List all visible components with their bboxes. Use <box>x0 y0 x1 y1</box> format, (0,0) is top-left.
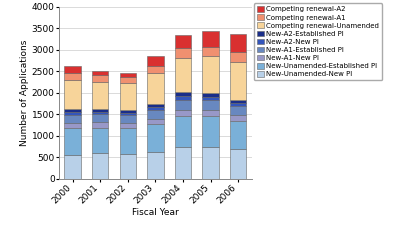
Bar <box>92 112 108 114</box>
Bar <box>147 107 164 110</box>
Bar <box>230 106 247 115</box>
Bar <box>64 80 81 109</box>
Y-axis label: Number of Applications: Number of Applications <box>20 40 29 146</box>
Bar <box>202 93 219 97</box>
Bar <box>64 155 81 179</box>
Bar <box>120 110 136 113</box>
Bar <box>175 100 191 110</box>
Bar <box>202 47 219 57</box>
Bar <box>175 92 191 96</box>
Bar <box>175 116 191 147</box>
Bar <box>230 62 247 100</box>
Bar <box>64 128 81 155</box>
Bar <box>230 121 247 150</box>
Bar <box>120 77 136 83</box>
Bar <box>92 128 108 153</box>
Bar <box>147 66 164 73</box>
Bar <box>92 109 108 112</box>
Bar <box>175 48 191 57</box>
Bar <box>147 56 164 65</box>
Bar <box>202 57 219 93</box>
Bar <box>120 83 136 110</box>
X-axis label: Fiscal Year: Fiscal Year <box>132 208 179 217</box>
Bar <box>64 115 81 123</box>
Bar <box>202 100 219 110</box>
Bar <box>230 150 247 179</box>
Bar <box>120 73 136 77</box>
Bar <box>175 96 191 100</box>
Bar <box>175 110 191 116</box>
Bar <box>202 116 219 147</box>
Bar <box>147 152 164 179</box>
Bar <box>230 103 247 106</box>
Bar <box>202 97 219 100</box>
Bar <box>92 153 108 179</box>
Bar <box>230 100 247 103</box>
Bar <box>92 122 108 128</box>
Bar <box>147 104 164 107</box>
Bar <box>230 115 247 121</box>
Bar <box>92 114 108 122</box>
Bar <box>230 52 247 62</box>
Bar <box>202 147 219 179</box>
Legend: Competing renewal-A2, Competing renewal-A1, Competing renewal-Unamended, New-A2-: Competing renewal-A2, Competing renewal-… <box>254 3 382 80</box>
Bar <box>120 128 136 154</box>
Bar <box>202 110 219 116</box>
Bar <box>147 119 164 124</box>
Bar <box>120 123 136 128</box>
Bar <box>64 66 81 73</box>
Bar <box>64 123 81 128</box>
Bar <box>175 147 191 179</box>
Bar <box>92 75 108 82</box>
Bar <box>175 35 191 48</box>
Bar <box>64 109 81 112</box>
Bar <box>120 115 136 123</box>
Bar <box>92 82 108 109</box>
Bar <box>147 124 164 152</box>
Bar <box>64 73 81 80</box>
Bar <box>175 57 191 92</box>
Bar <box>147 110 164 119</box>
Bar <box>120 113 136 115</box>
Bar <box>147 73 164 104</box>
Bar <box>230 34 247 52</box>
Bar <box>202 31 219 47</box>
Bar <box>64 112 81 115</box>
Bar <box>120 154 136 179</box>
Bar <box>92 71 108 75</box>
